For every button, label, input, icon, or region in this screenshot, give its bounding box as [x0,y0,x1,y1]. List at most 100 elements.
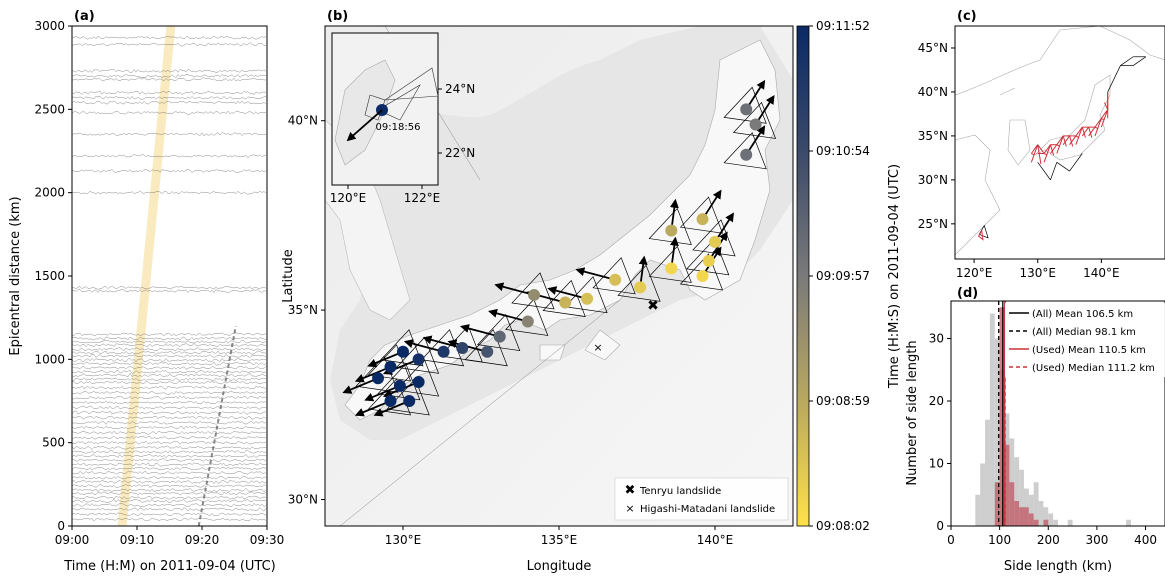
panel-a-y-ticks: 0 500 1000 1500 2000 2500 3000 [34,19,72,533]
back-azimuth-arrow [367,350,404,368]
all-histogram-bar [1028,494,1034,526]
back-azimuth-arrow [354,366,391,383]
continent-outline [955,26,1165,256]
source-point [493,330,506,343]
back-azimuth-arrow [459,324,500,338]
tenryu-legend-icon: ✖ [625,483,636,498]
panel-b-ylabel: Latitude [281,249,296,303]
x-tick-label: 09:30 [250,533,285,547]
all-histogram-bar [994,338,1000,526]
seismogram-trace [72,430,267,435]
seismogram-trace [72,503,267,507]
source-point [384,395,397,407]
used-histogram-bar [1033,519,1039,526]
seismogram-trace [72,350,267,355]
gray-moveout-line [197,325,237,526]
higashi-legend-icon: × [625,502,634,515]
y-tick-label: 3000 [34,19,65,33]
all-histogram-bar [1014,457,1020,526]
seismogram-trace [72,373,267,378]
y-tick-label: 45°N [918,41,948,55]
station-triangle [380,329,424,367]
x-tick-label: 09:10 [120,533,155,547]
legend-entry: (Used) Median 111.2 km [1032,363,1155,374]
colorbar-tick-label: 09:11:52 [816,19,870,33]
station-triangle [564,276,608,314]
station-triangle [395,336,440,374]
seismogram-trace [72,343,267,348]
colorbar [796,25,810,527]
seismogram-trace [72,100,267,105]
seismogram-trace [72,445,267,450]
x-tick-label: 140°E [697,533,734,547]
x-tick-label: 130°E [385,533,422,547]
y-tick-label: 40°N [918,85,948,99]
seismogram-trace [72,517,267,522]
seismogram-trace [72,42,267,47]
y-tick-label: 30°N [288,492,318,506]
panel-b-x-ticks: 130°E 135°E 140°E [385,526,734,547]
seismogram-trace [72,484,267,488]
panel-b-xlabel: Longitude [527,559,592,574]
station-triangle [395,359,440,397]
x-tick-label: 135°E [541,533,578,547]
seismogram-trace [72,285,267,290]
station-triangle [732,101,777,139]
inset-xtick-label: 120°E [330,191,367,205]
seismogram-trace [72,479,267,484]
source-point [665,262,678,275]
legend-box [1005,303,1165,377]
x-tick-label: 0 [947,533,955,547]
back-azimuth-arrows [342,79,775,417]
seismogram-trace [72,380,267,385]
source-point [634,281,647,294]
y-tick-label: 2500 [34,102,65,116]
used-histogram-bar [1023,507,1029,526]
seismogram-trace [72,77,267,82]
panel-c-y-ticks: 25°N 30°N 35°N 40°N 45°N [918,41,955,231]
panel-a-label: (a) [74,9,95,24]
seismogram-trace [72,90,267,95]
source-point [372,372,385,385]
back-azimuth-arrow [488,308,529,323]
all-histogram-bar [989,313,995,526]
source-point [481,345,494,358]
colorbar-tick-label: 09:08:02 [816,519,870,533]
source-point [437,345,450,358]
seismogram-trace [72,435,267,440]
source-point [696,213,709,226]
used-network-edge [1088,126,1093,138]
station-triangle [367,378,412,416]
source-point [528,288,541,301]
colorbar-ticks: 09:11:52 09:10:54 09:09:57 09:08:59 09:08:02 [809,19,870,533]
seismogram-trace [72,74,267,78]
all-histogram-bar [1126,519,1131,526]
used-network-edge [1100,109,1109,128]
japan-landmass [344,39,781,421]
seismogram-trace [72,110,267,115]
colorbar-tick-label: 09:10:54 [816,144,870,158]
seismogram-trace [72,190,267,195]
used-network-edge [1050,144,1058,154]
legend-entry: (All) Mean 106.5 km [1032,309,1133,320]
seismogram-trace [72,420,267,425]
all-histogram-bar [985,419,990,526]
seismogram-trace [72,366,267,370]
histogram-legend: (All) Mean 106.5 km (All) Median 98.1 km (… [1005,303,1165,377]
x-tick-label: 300 [1085,533,1108,547]
source-point [393,379,406,392]
all-network-edge [1107,65,1121,93]
legend-box [614,477,789,521]
all-histogram-bar [975,494,981,526]
x-tick-label: 100 [988,533,1011,547]
seismogram-trace [72,385,267,390]
back-azimuth-arrow [494,282,535,296]
y-tick-label: 0 [936,519,944,533]
y-tick-label: 40°N [288,114,318,128]
used-network-edge [1104,102,1109,110]
used-network-edge [1081,126,1090,137]
seismogram-trace [72,400,267,405]
x-tick-label: 120°E [956,266,993,280]
inset-time-label: 09:18:56 [376,122,421,133]
source-point [665,224,678,237]
